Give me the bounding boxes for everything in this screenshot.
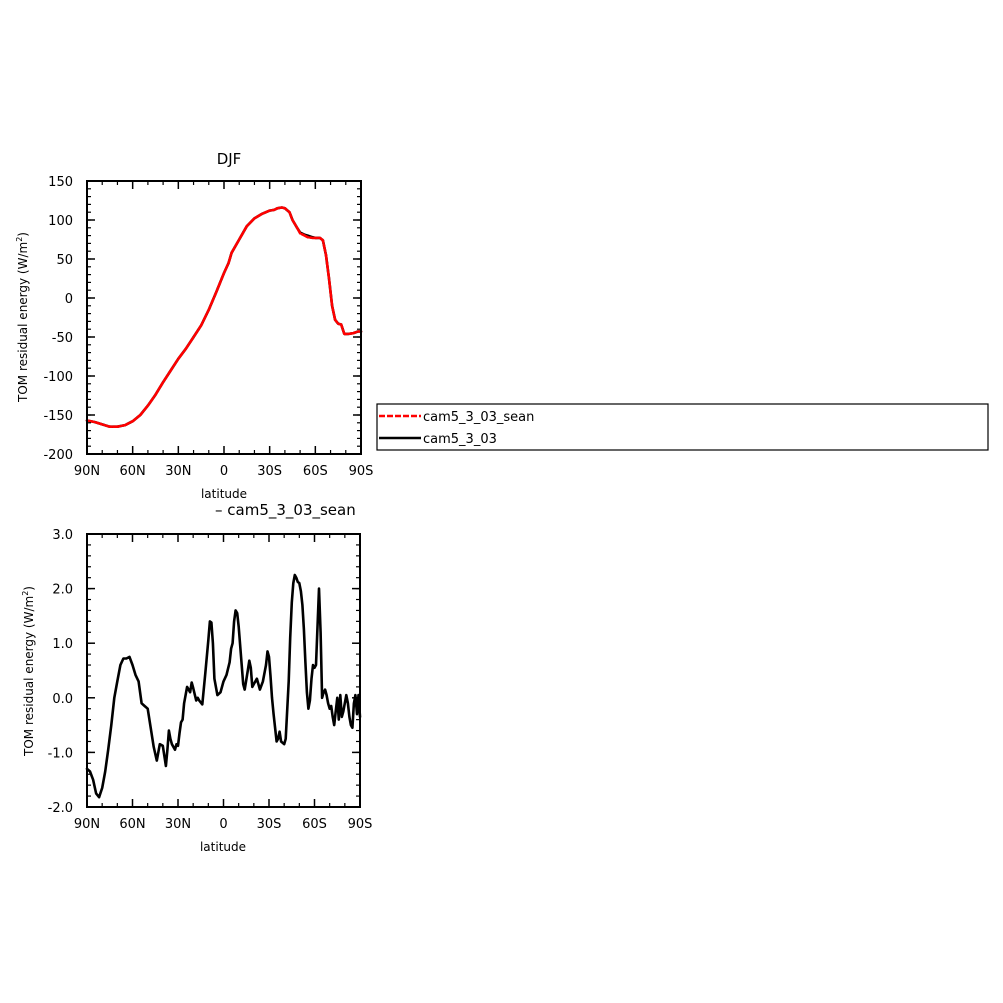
top-chart-y-tick-label: 150 xyxy=(48,175,73,190)
bottom-chart-y-tick-label: 3.0 xyxy=(52,528,73,543)
bottom-chart-y-tick-label: -1.0 xyxy=(48,746,73,761)
bottom-chart-xlabel: latitude xyxy=(200,840,246,854)
top-chart-y-tick-label: -50 xyxy=(52,331,73,346)
legend-box xyxy=(376,403,989,451)
bottom-chart-y-tick-label: -2.0 xyxy=(48,801,73,816)
top-chart-y-tick-label: -150 xyxy=(43,409,73,424)
bottom-chart: – cam5_3_03_sean 90N 60N 30N 0 30S 60S 90S -2.0… xyxy=(21,501,372,854)
bottom-chart-x-tick-label: 0 xyxy=(219,817,227,832)
top-chart-x-tick-label: 90S xyxy=(349,464,374,479)
top-chart: DJF 90N 60N 30N 0 30S 60S 90S -200 -150 -100 -50 0 5… xyxy=(15,150,373,501)
bottom-chart-x-tick-label: 60N xyxy=(119,817,145,832)
bottom-chart-y-tick-label: 1.0 xyxy=(52,637,73,652)
top-chart-y-tick-label: -100 xyxy=(43,370,73,385)
top-chart-x-tick-label: 90N xyxy=(74,464,100,479)
bottom-chart-x-tick-label: 90S xyxy=(348,817,373,832)
top-chart-title: DJF xyxy=(217,150,242,168)
top-chart-ylabel: TOM residual energy (W/m2) xyxy=(15,232,30,403)
bottom-chart-y-tick-label: 0.0 xyxy=(52,692,73,707)
top-chart-x-tick-label: 0 xyxy=(220,464,228,479)
bottom-chart-x-tick-label: 60S xyxy=(302,817,327,832)
top-chart-y-tick-label: 100 xyxy=(48,214,73,229)
bottom-chart-x-tick-label: 30N xyxy=(165,817,191,832)
top-chart-xlabel: latitude xyxy=(201,487,247,501)
bottom-chart-series-difference xyxy=(85,573,362,799)
legend-label-cam5-3-03-sean: cam5_3_03_sean xyxy=(423,410,534,425)
top-chart-x-tick-label: 60N xyxy=(120,464,146,479)
legend-label-cam5-3-03: cam5_3_03 xyxy=(423,432,497,447)
bottom-chart-x-tick-label: 90N xyxy=(74,817,100,832)
bottom-chart-title: – cam5_3_03_sean xyxy=(215,501,356,520)
top-chart-y-tick-label: 0 xyxy=(65,292,73,307)
top-chart-x-tick-label: 30S xyxy=(257,464,282,479)
bottom-chart-x-tick-label: 30S xyxy=(257,817,282,832)
top-chart-x-tick-label: 30N xyxy=(165,464,191,479)
bottom-chart-y-tick-label: 2.0 xyxy=(52,583,73,598)
bottom-chart-ylabel: TOM residual energy (W/m2) xyxy=(21,586,36,757)
top-chart-series-cam5-3-03-sean xyxy=(85,206,363,428)
top-chart-x-tick-label: 60S xyxy=(303,464,328,479)
top-chart-y-tick-label: 50 xyxy=(56,253,73,268)
top-chart-y-tick-label: -200 xyxy=(43,448,73,463)
legend: cam5_3_03_sean cam5_3_03 xyxy=(376,403,989,451)
